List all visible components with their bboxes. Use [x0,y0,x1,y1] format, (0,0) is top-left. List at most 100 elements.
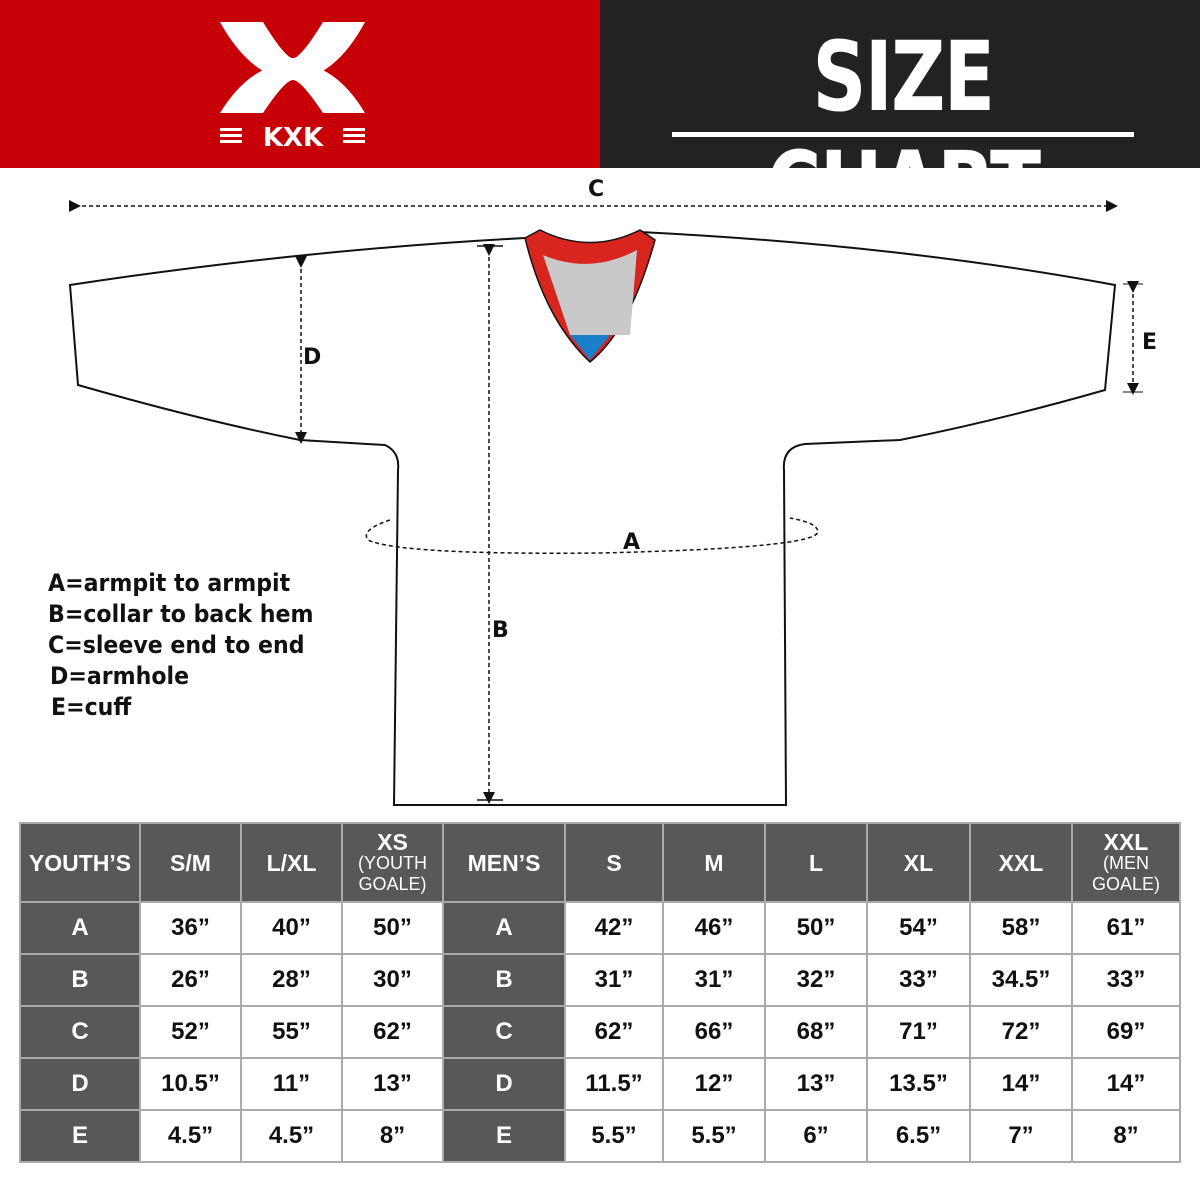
cell-text: C [71,1018,89,1045]
title-underline [672,132,1134,137]
kxk-logo: KXK [220,22,365,153]
cell-text: 13.5” [889,1070,948,1097]
label-d: D [303,345,322,370]
measurement-cell: 55” [242,1007,341,1057]
page-title: SIZE CHART [766,21,1041,243]
measurement-cell: 68” [766,1007,866,1057]
cell-text: 26” [171,966,210,993]
label-e: E [1142,330,1158,355]
measurement-cell: 28” [242,955,341,1005]
legend-item: C=sleeve end to end [48,631,305,659]
cell-text: 11” [272,1070,311,1097]
cell-text: 40” [272,914,311,941]
cell-text: 66” [694,1018,734,1045]
cell-text: 54” [899,914,938,941]
row-label: A [444,903,564,953]
cell-text: L [808,849,824,876]
size-header: S [566,824,662,901]
cell-text: B [495,966,513,993]
measurement-cell: 26” [141,955,240,1005]
cell-text: 14” [1106,1070,1146,1097]
cell-text: 13” [796,1070,836,1097]
men-header: MEN’S [444,824,564,901]
size-header: XXL [971,824,1071,901]
cell-text: 69” [1106,1018,1146,1045]
measurement-cell: 5.5” [664,1111,764,1161]
cell-text: 32” [796,966,836,993]
cell-text: D [71,1070,89,1097]
cell-text: 72” [1001,1018,1041,1045]
row-label: B [444,955,564,1005]
cell-text: S/M [170,849,211,876]
measurement-cell: 14” [1073,1059,1179,1109]
measurement-cell: 62” [343,1007,442,1057]
measurement-cell: 61” [1073,903,1179,953]
measurement-cell: 34.5” [971,955,1071,1005]
measurement-cell: 4.5” [141,1111,240,1161]
cell-text: 34.5” [991,966,1051,993]
row-label: C [444,1007,564,1057]
measurement-cell: 13” [343,1059,442,1109]
youth-header: YOUTH’S [21,824,139,901]
cell-text: A [495,914,513,941]
measurement-cell: 54” [868,903,969,953]
measurement-cell: 32” [766,955,866,1005]
size-header: XS (YOUTH GOALE) [343,824,442,901]
measurement-cell: 14” [971,1059,1071,1109]
label-a: A [623,530,641,555]
cell-text: 36” [171,914,210,941]
cell-text: 46” [694,914,734,941]
measurement-cell: 46” [664,903,764,953]
measurement-cell: 5.5” [566,1111,662,1161]
cell-text: MEN’S [467,849,541,876]
size-table: YOUTH’S S/M L/XL XS (YOUTH GOALE) MEN’S S M L XL X… [19,822,1181,1163]
cell-text: 6.5” [895,1122,942,1149]
cell-text: 55” [272,1018,311,1045]
cell-text: 71” [899,1018,938,1045]
measurement-cell: 50” [766,903,866,953]
cell-text: 28” [272,966,311,993]
cell-text: 5.5” [691,1122,737,1149]
cell-text: 14” [1001,1070,1041,1097]
cell-text: XXL [998,849,1044,876]
measurement-cell: 7” [971,1111,1071,1161]
table-header-row: YOUTH’S S/M L/XL XS (YOUTH GOALE) MEN’S S M L XL X… [21,824,1179,901]
measurement-cell: 10.5” [141,1059,240,1109]
measurement-cell: 31” [664,955,764,1005]
cell-text: XL [903,849,934,876]
cell-subtext: (MEN GOALE) [1091,852,1161,894]
table-row: E 4.5” 4.5” 8” E 5.5” 5.5” 6” 6.5” 7” 8” [21,1111,1179,1161]
table-row: D 10.5” 11” 13” D 11.5” 12” 13” 13.5” 14” 14” [21,1059,1179,1109]
cell-text: 30” [373,966,412,993]
cell-text: 8” [379,1122,406,1149]
measurement-cell: 31” [566,955,662,1005]
legend-item: B=collar to back hem [48,600,314,628]
cell-text: 61” [1106,914,1146,941]
measurement-cell: 40” [242,903,341,953]
cell-text: 4.5” [268,1122,315,1149]
measurement-cell: 33” [868,955,969,1005]
cell-text: C [495,1018,513,1045]
cell-text: 8” [1113,1122,1139,1149]
table-row: C 52” 55” 62” C 62” 66” 68” 71” 72” 69” [21,1007,1179,1057]
cell-text: 58” [1001,914,1041,941]
measurement-cell: 8” [1073,1111,1179,1161]
cell-subtext: (YOUTH GOALE) [358,852,427,894]
measurement-cell: 13” [766,1059,866,1109]
size-header: XXL (MEN GOALE) [1073,824,1179,901]
measurement-cell: 36” [141,903,240,953]
measurement-cell: 66” [664,1007,764,1057]
cell-text: E [71,1122,88,1149]
cell-text: 5.5” [591,1122,637,1149]
measurement-cell: 12” [664,1059,764,1109]
measurement-cell: 11.5” [566,1059,662,1109]
cell-text: 31” [694,966,734,993]
jersey-diagram [68,200,1143,806]
label-b: B [492,618,509,643]
cell-text: S [606,849,622,876]
cell-text: 50” [373,914,412,941]
measurement-cell: 69” [1073,1007,1179,1057]
table-row: A 36” 40” 50” A 42” 46” 50” 54” 58” 61” [21,903,1179,953]
table-row: B 26” 28” 30” B 31” 31” 32” 33” 34.5” 33” [21,955,1179,1005]
size-header: L/XL [242,824,341,901]
